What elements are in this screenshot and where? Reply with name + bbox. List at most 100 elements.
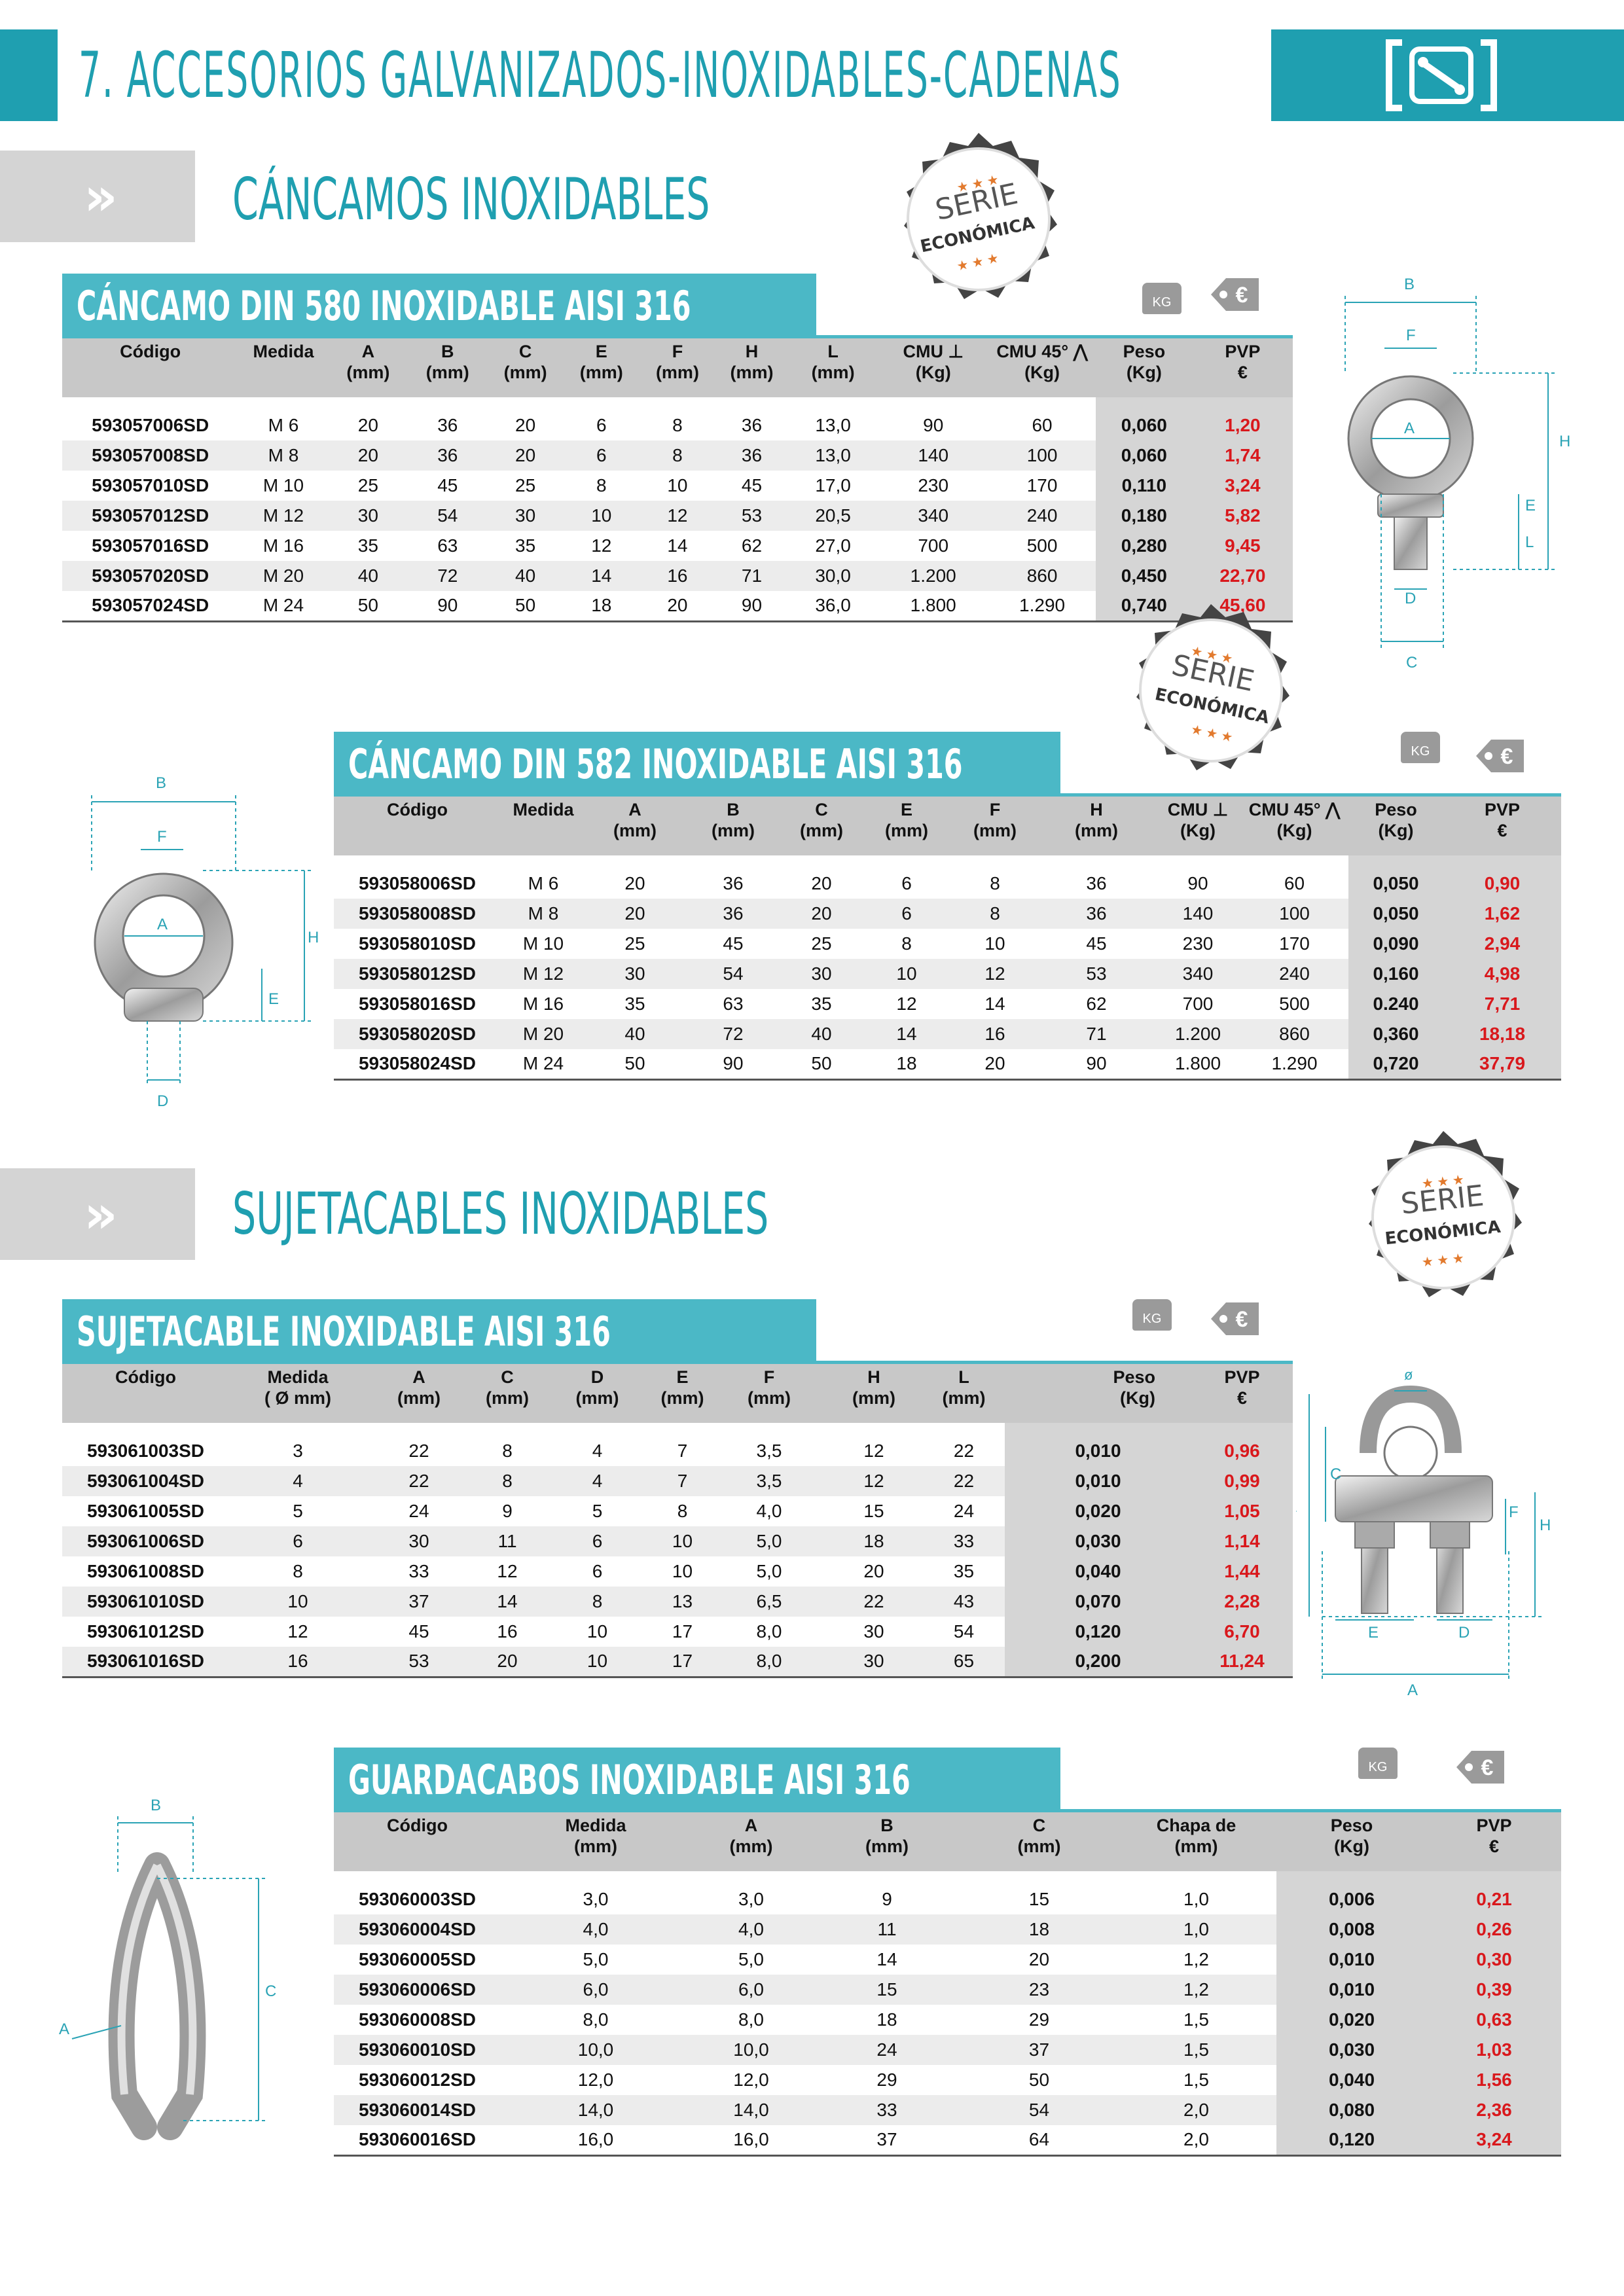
dim-label: C <box>1330 1465 1341 1483</box>
table-cell: 14 <box>984 994 1005 1014</box>
col-header: A (mm) <box>367 1364 471 1423</box>
table-cell: 45 <box>741 475 763 495</box>
col-header: A (mm) <box>691 1812 812 1871</box>
table-cell: 12 <box>497 1561 518 1581</box>
table-cell: 20 <box>782 899 861 929</box>
table-cell: 50 <box>782 1049 861 1081</box>
weight-cell: 0,010 <box>1005 1436 1191 1466</box>
table-cell: 20 <box>487 440 564 471</box>
table-cell: 17,0 <box>815 475 851 495</box>
table-cell: 35 <box>811 994 832 1014</box>
weight-cell: 0,060 <box>1095 440 1193 471</box>
col-header: CMU 45° ⋀ (Kg) <box>1240 797 1348 855</box>
weight-cell: 0,020 <box>1276 2005 1427 2035</box>
weight-icon: KG <box>1401 732 1440 763</box>
dim-label: A <box>1404 420 1415 437</box>
table-cell: 53 <box>1038 959 1155 989</box>
table-cell: 29 <box>1028 2009 1050 2030</box>
table-cell: 16,0 <box>691 2125 812 2157</box>
product-code-cell: 593058006SD <box>358 873 477 893</box>
weight-cell: 0,120 <box>1005 1617 1191 1647</box>
price-cell: 22,70 <box>1192 561 1293 591</box>
table-cell: M 6 <box>528 873 559 893</box>
table-cell: 36,0 <box>787 591 878 622</box>
price-tag-icon: € <box>1211 278 1259 311</box>
table-cell: 8 <box>952 899 1038 929</box>
dim-label: E <box>1525 497 1536 514</box>
table-cell: 1.290 <box>988 591 1096 622</box>
weight-cell: 0,160 <box>1348 959 1443 989</box>
header-left-bar <box>0 29 58 121</box>
price-cell: 1,03 <box>1427 2035 1561 2065</box>
table-cell: 17 <box>651 1647 713 1678</box>
table-cell: 50 <box>328 591 408 622</box>
table-cell: 13,0 <box>787 440 878 471</box>
product-code-cell: 593060014SD <box>334 2095 501 2125</box>
page-title: 7. ACCESORIOS GALVANIZADOS-INOXIDABLES-C… <box>79 39 1122 112</box>
table-cell: 4,0 <box>691 1914 812 1945</box>
price-tag-icon: € <box>1476 740 1524 772</box>
product-code-cell: 593058008SD <box>334 899 501 929</box>
table-row: 593060016SD 16,0 16,0 37 64 2,0 0,120 3,24 <box>334 2125 1561 2157</box>
price-cell: 0,90 <box>1443 869 1561 899</box>
table-cell: 12 <box>639 501 716 531</box>
table-cell: 22 <box>923 1466 1005 1496</box>
table-cell: 860 <box>988 561 1096 591</box>
dim-label: D <box>1405 590 1416 607</box>
table-divider <box>334 793 1561 797</box>
table-cell: 1.200 <box>1155 1019 1240 1049</box>
table-cell: 6,0 <box>691 1975 812 2005</box>
svg-text:€: € <box>1501 744 1513 769</box>
col-header: L (mm) <box>923 1364 1005 1423</box>
table-cell: 1.800 <box>878 591 989 622</box>
table-cell: 140 <box>1155 899 1240 929</box>
table-guardacabos: Código Medida (mm) A (mm) B (mm) C (mm) Chap… <box>334 1812 1561 2157</box>
price-cell: 18,18 <box>1443 1019 1561 1049</box>
table-cell: 45 <box>437 475 458 495</box>
weight-icon: KG <box>1358 1748 1398 1779</box>
product-code-cell: 593058012SD <box>334 959 501 989</box>
weight-cell: 0,720 <box>1348 1049 1443 1081</box>
table-cell: 11 <box>471 1526 543 1556</box>
table-cell: 1.200 <box>878 561 989 591</box>
table-cell: 8,0 <box>713 1647 825 1678</box>
weight-cell: 0,280 <box>1095 531 1193 561</box>
table-cell: 27,0 <box>815 535 851 556</box>
table-cell: 12,0 <box>577 2070 614 2090</box>
table-cell: 6 <box>592 1561 603 1581</box>
table-cell: 22 <box>367 1466 471 1496</box>
col-header: PVP € <box>1192 338 1293 397</box>
weight-icon: KG <box>1132 1299 1172 1331</box>
table-row: 593061006SD 6 30 11 6 10 5,0 18 33 0,030 1,14 <box>62 1526 1293 1556</box>
table-cell: 12,0 <box>733 2070 769 2090</box>
col-header: E (mm) <box>651 1364 713 1423</box>
col-header: Medida( Ø mm) <box>229 1364 367 1423</box>
table-cell: 14,0 <box>501 2095 691 2125</box>
table-cell: 1,0 <box>1116 1914 1276 1945</box>
table-cell: 90 <box>923 415 944 435</box>
table-cell: 1,2 <box>1116 1975 1276 2005</box>
table-cell: 30 <box>782 959 861 989</box>
table-cell: 16 <box>229 1647 367 1678</box>
product-code-cell: 593061006SD <box>62 1526 229 1556</box>
table-cell: 20 <box>624 873 645 893</box>
table-din582: Código Medida A (mm) B (mm) C (mm) E (mm) F(… <box>334 797 1561 1081</box>
table-cell: 20 <box>471 1647 543 1678</box>
price-cell: 11,24 <box>1191 1647 1293 1678</box>
table-cell: 30 <box>863 1621 884 1641</box>
price-cell: 0,63 <box>1427 2005 1561 2035</box>
table-row: 593060014SD 14,0 14,0 33 54 2,0 0,080 2,36 <box>334 2095 1561 2125</box>
table-cell: 4,0 <box>756 1501 782 1521</box>
col-header: Medida (mm) <box>501 1812 691 1871</box>
weight-cell: 0,030 <box>1276 2035 1427 2065</box>
table-cell: 12 <box>591 535 612 556</box>
table-cell: 24 <box>408 1501 429 1521</box>
serie-economica-badge: SERIE ECONÓMICA ★ ★ ★ ★ ★ ★ <box>1136 604 1290 770</box>
table-cell: 45 <box>1086 933 1107 954</box>
weight-cell: 0,020 <box>1005 1496 1191 1526</box>
table-cell: 90 <box>715 591 788 622</box>
table-row: 593057020SD M 20 40 72 40 14 16 71 30,0 1.200 860 0… <box>62 561 1293 591</box>
section-chevron-box: » <box>0 1168 195 1260</box>
table-cell: 20 <box>515 415 536 435</box>
product-code-cell: 593060008SD <box>358 2009 477 2030</box>
